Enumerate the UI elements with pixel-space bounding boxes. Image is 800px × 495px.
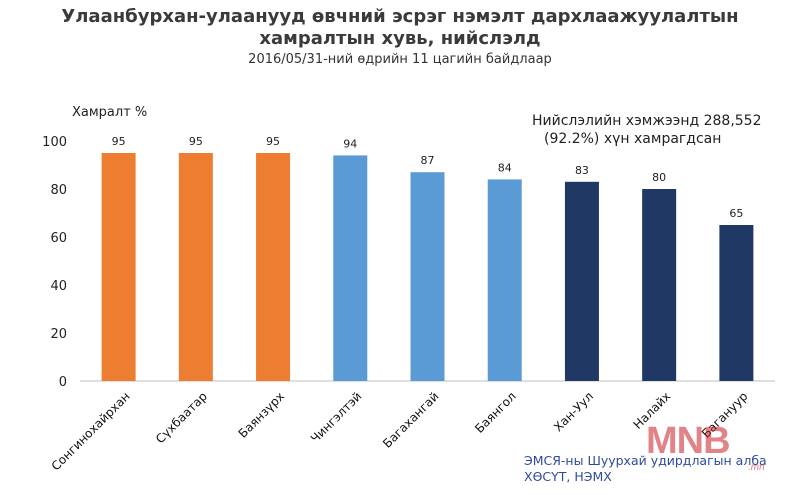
y-tick-label: 100: [42, 135, 67, 150]
annotation-line-2: (92.2%) хүн хамрагдсан: [544, 131, 722, 147]
source-line-2: ХӨСҮТ, НЭМХ: [524, 469, 612, 484]
x-tick-label: Чингэлтэй: [308, 389, 364, 445]
y-tick-label: 40: [50, 279, 67, 294]
y-tick-label: 20: [50, 327, 67, 342]
data-label: 95: [189, 135, 203, 148]
data-label: 95: [266, 135, 280, 148]
bar: [178, 153, 213, 381]
bar: [333, 155, 368, 381]
y-tick-label: 80: [50, 183, 67, 198]
bar: [487, 179, 522, 381]
x-tick-label: Сүхбаатар: [153, 389, 210, 446]
title-line-2: хамралтын хувь, нийслэлд: [259, 28, 541, 49]
source-line-1: ЭМСЯ-ны Шуурхай удирдлагын алба: [524, 453, 767, 468]
data-label: 87: [421, 154, 435, 167]
source-note: ЭМСЯ-ны Шуурхай удирдлагын алба ХӨСҮТ, Н…: [524, 453, 767, 485]
chart-title: Улаанбурхан-улаанууд өвчний эсрэг нэмэлт…: [0, 6, 800, 67]
bar: [410, 172, 445, 381]
x-tick-label: Хан-Уул: [551, 389, 596, 434]
x-tick-label: Багахангай: [380, 389, 442, 451]
mnb-logo: MNB: [646, 420, 731, 462]
data-label: 80: [652, 171, 666, 184]
x-tick-label: Баянгол: [472, 389, 519, 436]
bar: [256, 153, 291, 381]
bar: [719, 225, 754, 381]
data-label: 65: [729, 207, 743, 220]
data-label: 84: [498, 161, 512, 174]
summary-annotation: Нийслэлийн хэмжээнд 288,552 (92.2%) хүн …: [532, 112, 762, 148]
title-line-1: Улаанбурхан-улаанууд өвчний эсрэг нэмэлт…: [61, 6, 739, 27]
bar: [564, 181, 599, 381]
data-label: 95: [112, 135, 126, 148]
annotation-line-1: Нийслэлийн хэмжээнд 288,552: [532, 113, 762, 129]
data-label: 83: [575, 164, 589, 177]
y-axis-label: Хамралт %: [72, 105, 148, 120]
x-tick-label: Баянзүрх: [236, 389, 288, 441]
data-label: 94: [343, 137, 357, 150]
y-tick-label: 0: [59, 375, 67, 390]
chart-subtitle: 2016/05/31-ний өдрийн 11 цагийн байдлаар: [248, 52, 552, 67]
bar: [642, 189, 677, 381]
mnb-logo-domain: .mn: [748, 462, 765, 473]
y-tick-label: 60: [50, 231, 67, 246]
bar: [101, 153, 136, 381]
x-tick-label: Сонгинохайрхан: [49, 389, 133, 473]
